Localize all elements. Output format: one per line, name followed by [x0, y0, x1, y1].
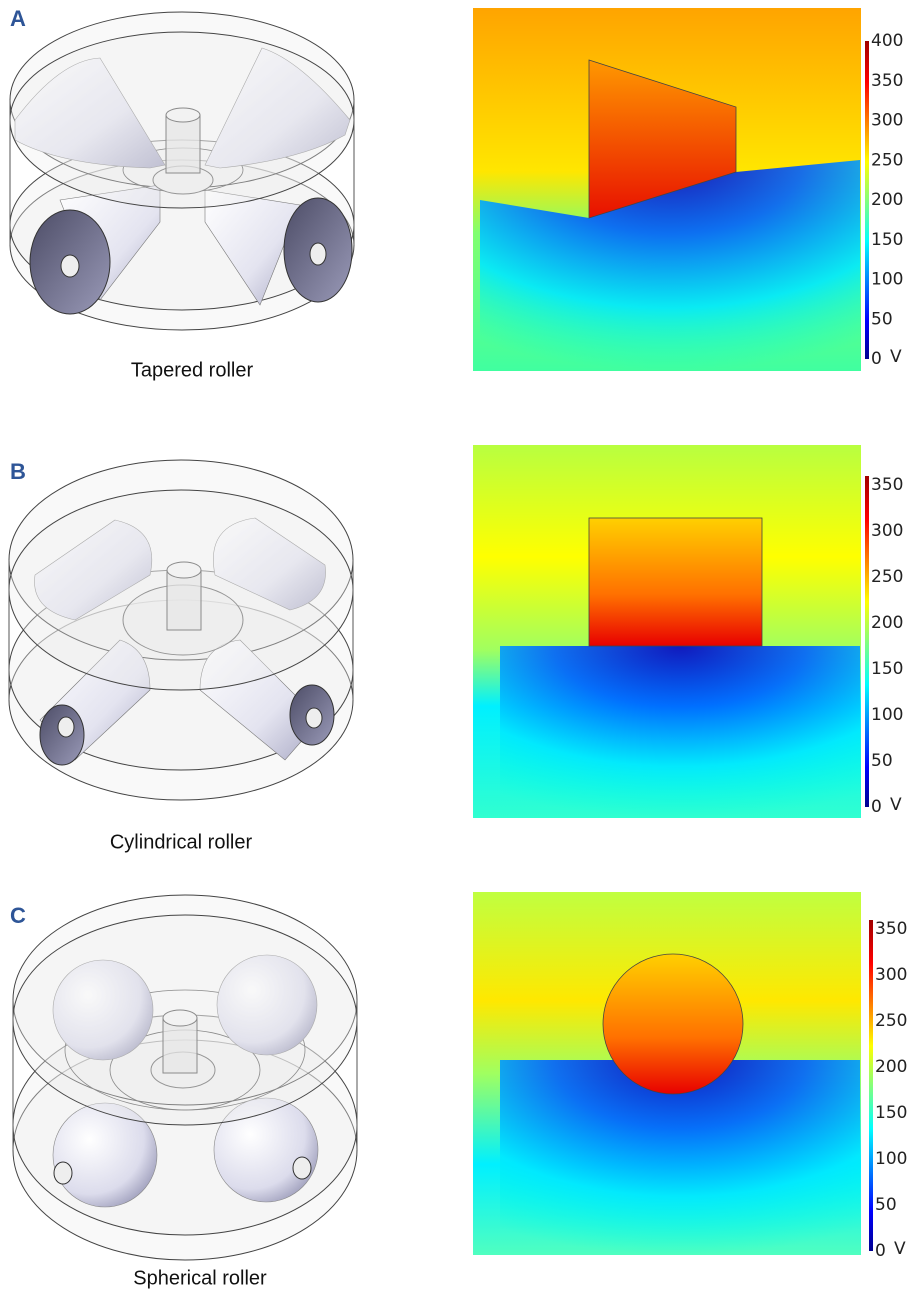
colorbar-tick-label: 400: [871, 31, 903, 51]
colorbar-tick-label: 100: [871, 705, 903, 725]
colorbar-unit: V: [890, 795, 902, 815]
page: Roller figure {"panels": [ {"label": "A"…: [0, 0, 910, 1297]
colorbar-tick-label: 100: [875, 1149, 907, 1169]
colorbar-tick-label: 100: [871, 270, 903, 290]
colorbar-tick-label: 150: [871, 230, 903, 250]
colorbar-tick-label: 350: [871, 71, 903, 91]
potential-field-plot: [473, 8, 861, 371]
body: A B C Tapered roller Cylindrical roller …: [0, 0, 910, 1297]
colorbar-tick-label: 0: [871, 797, 882, 817]
panel-label: A: [10, 6, 26, 31]
colorbar-tick-label: 300: [871, 111, 903, 131]
shape-circle: [603, 954, 743, 1094]
panel-label: C: [10, 903, 26, 928]
shape-ellipse: [13, 915, 357, 1125]
colorbars: 050100150200250300350400V050100150200250…: [865, 31, 907, 1261]
colorbar-tick-label: 150: [871, 659, 903, 679]
colorbar-tick-label: 300: [871, 521, 903, 541]
shape-ellipse: [310, 243, 326, 265]
shape-ellipse: [61, 255, 79, 277]
spherical-roller-illustration: [13, 895, 357, 1260]
shape-ellipse: [10, 32, 354, 208]
colorbar-tick-label: 200: [875, 1057, 907, 1077]
colorbar: [869, 920, 873, 1251]
shape-ellipse: [58, 717, 74, 737]
shape-rect: [589, 518, 762, 646]
potential-field-plot: [473, 445, 861, 818]
shape-ellipse: [293, 1157, 311, 1179]
colorbar-tick-label: 350: [875, 919, 907, 939]
colorbar-tick-label: 250: [871, 150, 903, 170]
caption: Tapered roller: [131, 359, 254, 381]
cylindrical-roller-illustration: [9, 460, 353, 800]
colorbar-tick-label: 350: [871, 475, 903, 495]
shape-ellipse: [9, 490, 353, 690]
colorbar-tick-label: 50: [871, 309, 893, 329]
caption: Spherical roller: [133, 1267, 267, 1289]
potential-field-plot: [473, 892, 861, 1255]
shape-ellipse: [54, 1162, 72, 1184]
colorbar-tick-label: 50: [875, 1195, 897, 1215]
figure: A B C Tapered roller Cylindrical roller …: [0, 0, 910, 1297]
colorbar-tick-label: 200: [871, 190, 903, 210]
shape-path: [500, 646, 860, 818]
colorbar-tick-label: 300: [875, 965, 907, 985]
colorbar-tick-label: 0: [871, 349, 882, 369]
colorbar-unit: V: [894, 1239, 906, 1259]
colorbar-tick-label: 250: [875, 1011, 907, 1031]
colorbar: [865, 41, 869, 359]
colorbar-tick-label: 0: [875, 1241, 886, 1261]
shape-ellipse: [306, 708, 322, 728]
colorbar-tick-label: 50: [871, 751, 893, 771]
colorbar: [865, 476, 869, 807]
colorbar-unit: V: [890, 347, 902, 367]
colorbar-tick-label: 250: [871, 567, 903, 587]
panel-label: B: [10, 459, 26, 484]
colorbar-tick-label: 200: [871, 613, 903, 633]
caption: Cylindrical roller: [110, 831, 253, 853]
colorbar-tick-label: 150: [875, 1103, 907, 1123]
tapered-roller-illustration: [10, 12, 354, 330]
